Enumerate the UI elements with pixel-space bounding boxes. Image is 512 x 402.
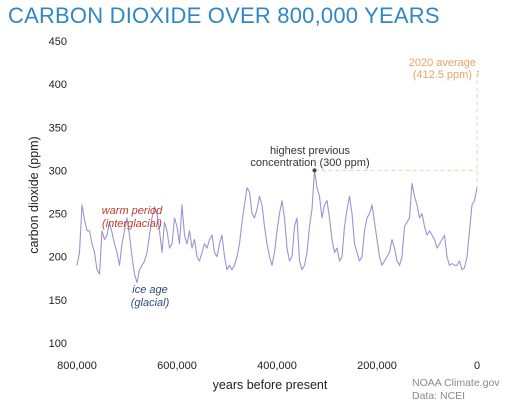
y-tick-label: 300 — [49, 165, 67, 177]
y-tick-label: 100 — [49, 338, 67, 350]
annotation-2020-average: 2020 average — [409, 57, 476, 69]
y-axis-ticks: 100 150 200 250 300 350 400 450 — [49, 36, 67, 350]
annotation-2020-value: (412.5 ppm) — [413, 69, 472, 81]
chart-title: CARBON DIOXIDE OVER 800,000 YEARS — [8, 3, 440, 28]
highest-previous-marker — [312, 168, 317, 173]
x-axis-label: years before present — [213, 378, 328, 392]
annotation-glacial: (glacial) — [131, 297, 170, 309]
annotation-ice-age: ice age — [132, 284, 167, 296]
y-tick-label: 450 — [49, 36, 67, 48]
credit-source: NOAA Climate.gov — [412, 377, 500, 389]
x-axis-ticks: 800,000 600,000 400,000 200,000 0 — [57, 360, 480, 372]
y-tick-label: 250 — [49, 209, 67, 221]
y-tick-label: 350 — [49, 122, 67, 134]
co2-series-line — [76, 169, 478, 284]
credit-data: Data: NCEI — [412, 390, 465, 402]
x-tick-label: 0 — [474, 360, 480, 372]
annotation-interglacial: (interglacial) — [102, 218, 162, 230]
x-tick-label: 600,000 — [157, 360, 197, 372]
annotation-highest-previous: highest previous — [270, 145, 351, 157]
y-tick-label: 400 — [49, 79, 67, 91]
x-tick-label: 400,000 — [257, 360, 297, 372]
x-tick-label: 200,000 — [357, 360, 397, 372]
avg-2020-arrow-icon: ↑ — [475, 67, 481, 79]
annotation-warm-period: warm period — [102, 205, 163, 217]
y-axis-label: carbon dioxide (ppm) — [27, 136, 41, 253]
y-tick-label: 150 — [49, 295, 67, 307]
x-tick-label: 800,000 — [57, 360, 97, 372]
annotation-highest-concentration: concentration (300 ppm) — [250, 157, 369, 169]
y-tick-label: 200 — [49, 252, 67, 264]
